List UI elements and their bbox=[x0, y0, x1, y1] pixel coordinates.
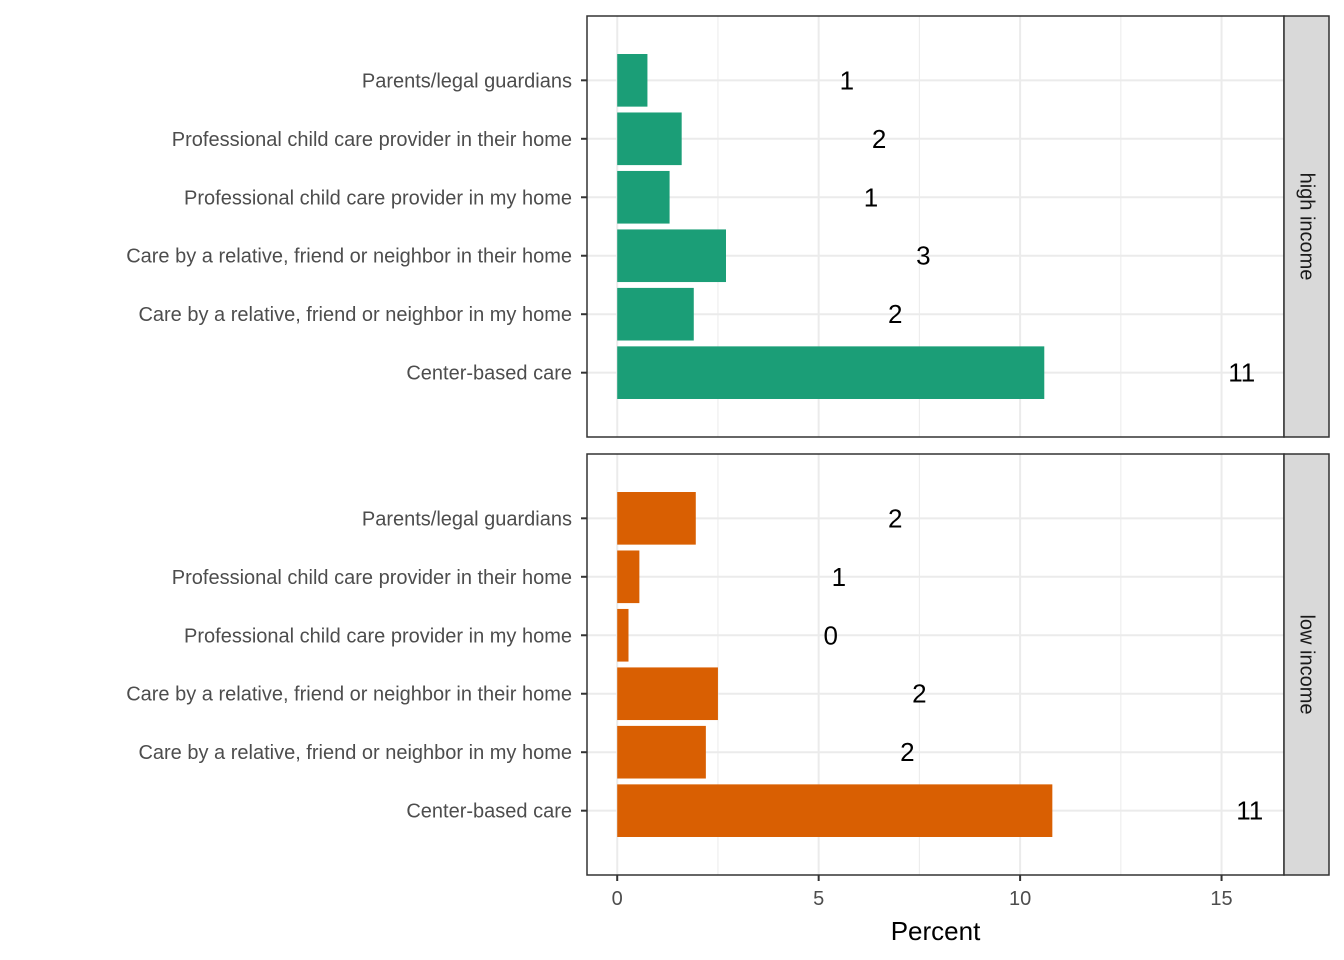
data-label: 3 bbox=[916, 241, 930, 271]
panel-high-income: 1 Parents/legal guardians 2 Professional ch… bbox=[126, 15, 1330, 438]
data-label: 2 bbox=[912, 679, 926, 709]
x-tick-label: 5 bbox=[813, 888, 824, 910]
category-label: Professional child care provider in my h… bbox=[184, 187, 572, 209]
facet-strip bbox=[1283, 453, 1330, 876]
data-label: 11 bbox=[1228, 358, 1255, 388]
data-label: 2 bbox=[872, 124, 886, 154]
facet-strip-label: low income bbox=[1296, 614, 1318, 714]
category-label: Center-based care bbox=[406, 801, 572, 823]
data-label: 1 bbox=[840, 65, 854, 95]
bar bbox=[617, 492, 696, 545]
bar bbox=[617, 784, 1053, 837]
data-label: 2 bbox=[888, 503, 902, 533]
x-tick-label: 0 bbox=[612, 888, 623, 910]
category-label: Center-based care bbox=[406, 363, 572, 385]
data-label: 2 bbox=[888, 299, 902, 329]
bar bbox=[617, 725, 706, 779]
category-label: Care by a relative, friend or neighbor i… bbox=[126, 684, 572, 706]
x-tick-label: 15 bbox=[1210, 888, 1232, 910]
data-label: 0 bbox=[824, 620, 838, 650]
category-label: Professional child care provider in thei… bbox=[172, 567, 572, 589]
chart-panels: 1 Parents/legal guardians 2 Professional ch… bbox=[126, 15, 1330, 876]
x-axis-title: Percent bbox=[891, 916, 981, 946]
bar bbox=[617, 346, 1045, 399]
facet-strip-label: high income bbox=[1296, 173, 1318, 281]
category-label: Professional child care provider in thei… bbox=[172, 129, 572, 151]
category-label: Care by a relative, friend or neighbor i… bbox=[126, 246, 572, 268]
data-label: 2 bbox=[900, 737, 914, 767]
category-label: Care by a relative, friend or neighbor i… bbox=[138, 742, 572, 764]
bar bbox=[617, 112, 682, 166]
bar bbox=[617, 287, 694, 341]
bar bbox=[617, 229, 726, 283]
facet-strip bbox=[1283, 15, 1330, 438]
category-label: Parents/legal guardians bbox=[362, 508, 572, 530]
data-label: 1 bbox=[832, 562, 846, 592]
x-tick-label: 10 bbox=[1009, 888, 1031, 910]
bar bbox=[617, 550, 640, 604]
category-label: Parents/legal guardians bbox=[362, 70, 572, 92]
bar bbox=[617, 170, 670, 224]
x-axis: 0 5 10 15 bbox=[612, 875, 1233, 910]
category-label: Care by a relative, friend or neighbor i… bbox=[138, 304, 572, 326]
data-label: 11 bbox=[1236, 796, 1263, 826]
bar bbox=[617, 608, 629, 662]
bar bbox=[617, 667, 718, 721]
data-label: 1 bbox=[864, 182, 878, 212]
panel-low-income: 2 Parents/legal guardians 1 Professional ch… bbox=[126, 453, 1330, 876]
bar bbox=[617, 54, 648, 107]
category-label: Professional child care provider in my h… bbox=[184, 625, 572, 647]
